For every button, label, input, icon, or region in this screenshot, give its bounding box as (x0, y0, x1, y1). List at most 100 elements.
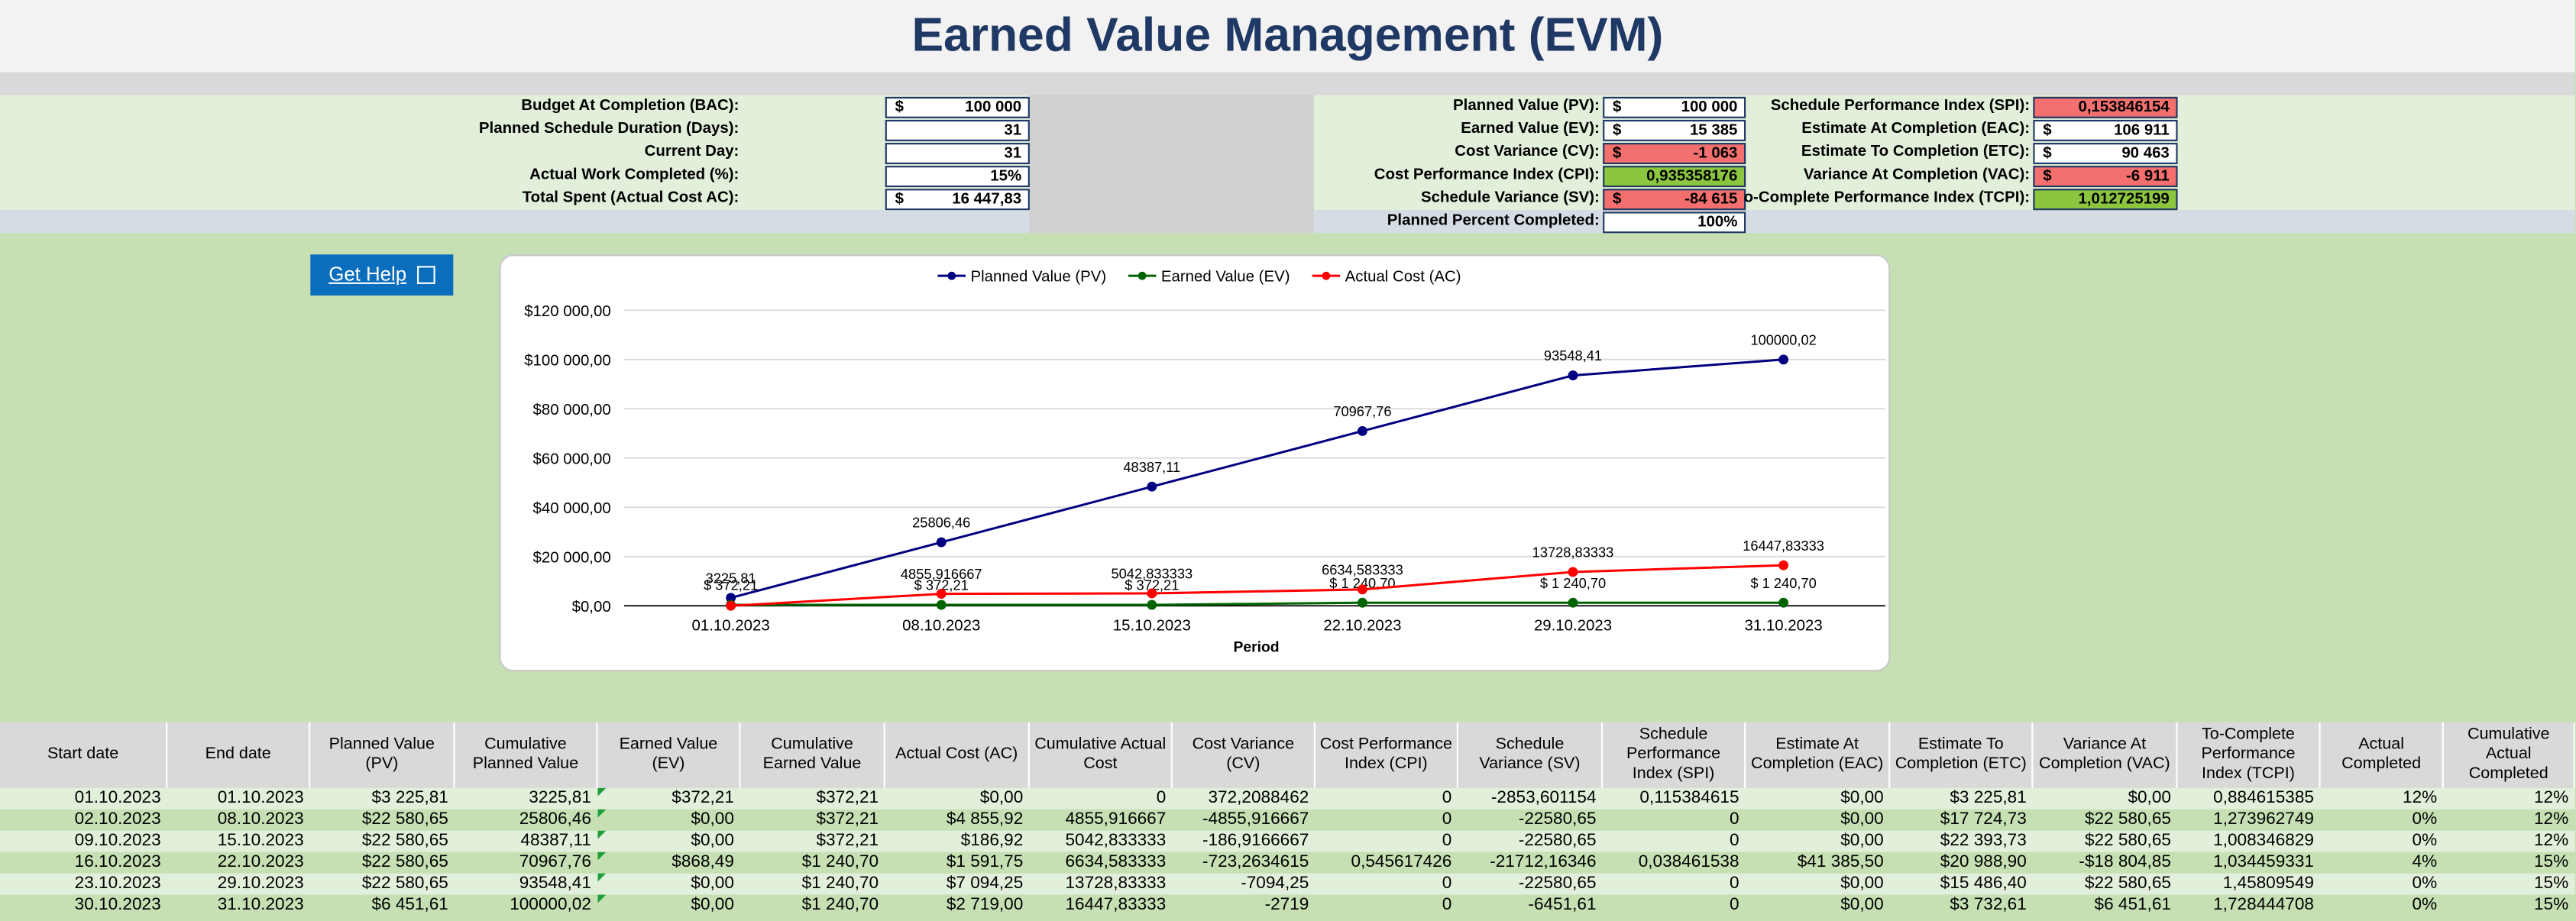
external-icon (416, 266, 435, 285)
table-cell: 70967,76 (519, 852, 591, 872)
table-cell: -22580,65 (1518, 873, 1597, 894)
summary-value: 15% (990, 167, 1022, 186)
summary-label: Cost Variance (CV): (1455, 143, 1600, 161)
x-tick-label: 31.10.2023 (1745, 617, 1823, 634)
table-cell: -21712,16346 (1490, 852, 1597, 872)
table-cell: 1,008346829 (2213, 830, 2314, 851)
summary-label: Planned Value (PV): (1453, 96, 1600, 115)
table-cell: 01.10.2023 (217, 787, 304, 808)
data-label: 70967,76 (1333, 403, 1391, 419)
summary-label: Budget At Completion (BAC): (521, 96, 739, 115)
currency: $ (1613, 144, 1622, 163)
table-cell: $22 580,65 (361, 830, 448, 851)
table-cell: 02.10.2023 (74, 809, 161, 829)
table-cell: 1,45809549 (2222, 873, 2314, 894)
summary-label: Actual Work Completed (%): (529, 166, 739, 184)
summary-value: 16 447,83 (952, 190, 1022, 209)
summary-label: Total Spent (Actual Cost AC): (522, 189, 739, 207)
summary-value-box: 15% (885, 166, 1030, 188)
table-row (0, 894, 2575, 916)
summary-label: Schedule Performance Index (SPI): (1770, 96, 2031, 115)
table-cell: -22580,65 (1518, 830, 1597, 851)
table-cell: $1 240,70 (801, 852, 879, 872)
summary-value-box: $90 463 (2033, 143, 2178, 164)
table-cell: $22 580,65 (2084, 809, 2171, 829)
x-tick-label: 08.10.2023 (902, 617, 980, 634)
get-help-button[interactable]: Get Help (310, 254, 454, 296)
summary-value-box: 1,012725199 (2033, 189, 2178, 211)
table-cell: $0,00 (1840, 809, 1884, 829)
table-row (0, 809, 2575, 831)
table-header: Planned Value (PV) (310, 722, 455, 788)
summary-value: 100% (1697, 213, 1738, 232)
summary-value-box: 0,153846154 (2033, 96, 2178, 118)
summary-value-box: $15 385 (1603, 119, 1746, 141)
table-cell: 12% (2534, 830, 2569, 851)
summary-value-box: $ -1 063 (1603, 143, 1746, 164)
table-cell: 0 (1442, 894, 1452, 915)
table-cell: 100000,02 (510, 894, 591, 915)
data-label: $ 1 240,70 (1540, 575, 1606, 591)
table-cell: 0 (1730, 830, 1739, 851)
table-cell: 15% (2534, 894, 2569, 915)
table-cell: 1,034459331 (2213, 852, 2314, 872)
table-cell: 0% (2412, 809, 2438, 829)
summary-value-box: $ -6 911 (2033, 166, 2178, 188)
table-cell: $0,00 (1840, 787, 1884, 808)
y-tick-label: $100 000,00 (524, 352, 610, 369)
legend-marker (947, 271, 956, 280)
table-cell: 13728,83333 (1065, 873, 1167, 894)
legend-label: Planned Value (PV) (970, 269, 1106, 286)
data-point (1147, 481, 1157, 492)
table-cell: $7 094,25 (946, 873, 1024, 894)
summary-value: 31 (1004, 121, 1022, 140)
table-cell: 0% (2412, 830, 2438, 851)
x-axis-title: Period (1233, 638, 1279, 655)
data-label: $ 372,21 (704, 577, 758, 593)
summary-value-box: 100% (1603, 212, 1746, 234)
table-cell: 22.10.2023 (217, 852, 304, 872)
table-cell: $0,00 (979, 787, 1024, 808)
error-flag (597, 809, 607, 818)
table-header: Estimate At Completion (EAC) (1746, 722, 1891, 788)
series-line (730, 601, 1784, 606)
table-cell: 5042,833333 (1065, 830, 1167, 851)
error-flag (597, 873, 607, 882)
data-point (1357, 597, 1367, 608)
table-header: Cumulative Actual Cost (1030, 722, 1173, 788)
error-flag (597, 830, 607, 839)
currency: $ (895, 98, 904, 117)
summary-value-box: $106 911 (2033, 119, 2178, 141)
table-cell: 12% (2534, 809, 2569, 829)
data-label: 13728,83333 (1532, 545, 1614, 561)
table-cell: $372,21 (816, 809, 879, 829)
table-cell: 0 (1730, 894, 1739, 915)
summary-label: Earned Value (EV): (1461, 119, 1600, 138)
table-cell: -6451,61 (1528, 894, 1597, 915)
error-flag (597, 894, 607, 903)
y-tick-label: $120 000,00 (524, 303, 610, 320)
data-label: $ 372,21 (914, 577, 969, 593)
table-cell: 0 (1442, 809, 1452, 829)
x-tick-label: 29.10.2023 (1534, 617, 1612, 634)
table-cell: 08.10.2023 (217, 809, 304, 829)
table-cell: 93548,41 (519, 873, 591, 894)
summary-value: -6 911 (2125, 167, 2170, 186)
table-header: End date (167, 722, 311, 788)
table-header: Actual Completed (2321, 722, 2444, 788)
table-cell: $22 580,65 (361, 873, 448, 894)
table-cell: $1 240,70 (801, 873, 879, 894)
summary-value: 15 385 (1689, 121, 1738, 140)
table-cell: -186,9166667 (1202, 830, 1309, 851)
table-cell: 23.10.2023 (74, 873, 161, 894)
table-cell: 25806,46 (519, 809, 591, 829)
data-label: 93548,41 (1544, 347, 1602, 364)
table-cell: 0 (1156, 787, 1167, 808)
table-cell: 15.10.2023 (217, 830, 304, 851)
summary-label: Variance At Completion (VAC): (1803, 166, 2031, 184)
data-point (1568, 597, 1578, 608)
table-cell: -22580,65 (1518, 809, 1597, 829)
table-cell: 09.10.2023 (74, 830, 161, 851)
